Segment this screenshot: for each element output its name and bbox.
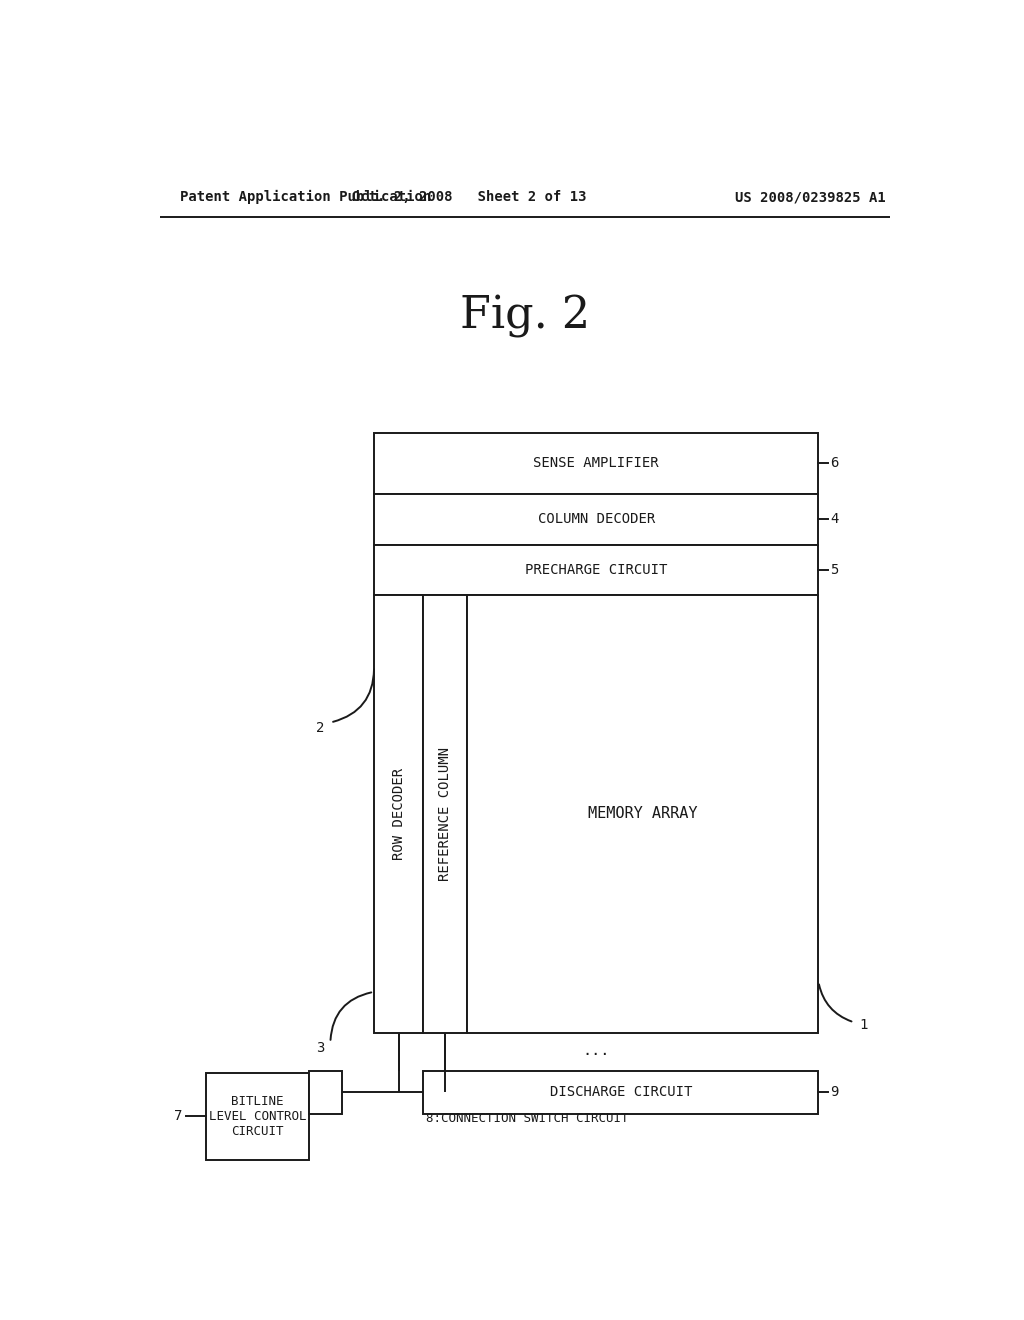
Text: 1: 1 (860, 1019, 868, 1032)
Bar (374, 595, 423, 1032)
Bar (309, 1071, 342, 1114)
Text: 4: 4 (830, 512, 839, 527)
Bar (206, 1073, 309, 1159)
Text: US 2008/0239825 A1: US 2008/0239825 A1 (735, 190, 886, 205)
Text: Oct. 2, 2008   Sheet 2 of 13: Oct. 2, 2008 Sheet 2 of 13 (352, 190, 587, 205)
Text: ROW DECODER: ROW DECODER (391, 768, 406, 861)
Text: PRECHARGE CIRCUIT: PRECHARGE CIRCUIT (525, 564, 668, 577)
Text: 9: 9 (830, 1085, 839, 1100)
Text: MEMORY ARRAY: MEMORY ARRAY (588, 807, 697, 821)
Text: BITLINE
LEVEL CONTROL
CIRCUIT: BITLINE LEVEL CONTROL CIRCUIT (209, 1094, 306, 1138)
Text: 3: 3 (315, 1040, 325, 1055)
Bar (374, 433, 818, 494)
Text: DISCHARGE CIRCUIT: DISCHARGE CIRCUIT (550, 1085, 692, 1100)
Text: 6: 6 (830, 457, 839, 470)
Text: REFERENCE COLUMN: REFERENCE COLUMN (438, 747, 452, 880)
Text: COLUMN DECODER: COLUMN DECODER (538, 512, 655, 527)
Text: 5: 5 (830, 564, 839, 577)
Bar (467, 595, 818, 1032)
Text: 7: 7 (174, 1109, 182, 1123)
Text: 8:CONNECTION SWITCH CIRCUIT: 8:CONNECTION SWITCH CIRCUIT (426, 1113, 628, 1126)
Bar (423, 1071, 818, 1114)
Text: Patent Application Publication: Patent Application Publication (179, 190, 431, 205)
Text: ...: ... (583, 1043, 610, 1059)
Bar (374, 494, 818, 545)
Bar (423, 595, 467, 1032)
Bar (374, 545, 818, 595)
Text: Fig. 2: Fig. 2 (460, 294, 590, 338)
Text: 2: 2 (315, 721, 325, 735)
Text: SENSE AMPLIFIER: SENSE AMPLIFIER (534, 457, 659, 470)
